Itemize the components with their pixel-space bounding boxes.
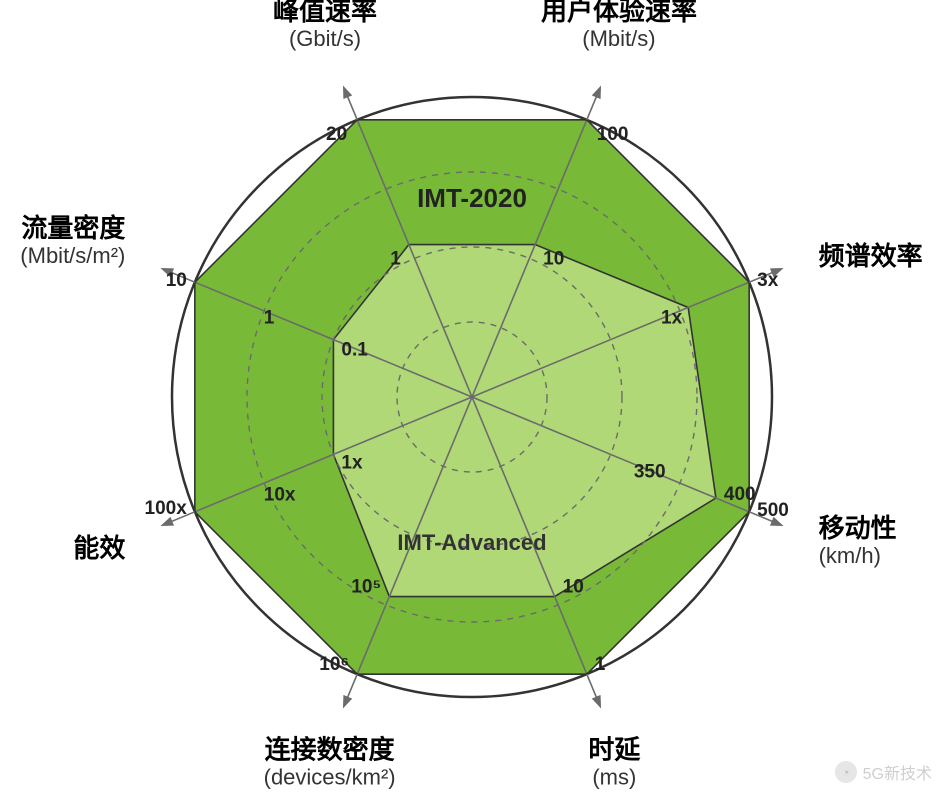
axis-title-conn_density: 连接数密度 — [265, 735, 395, 765]
tick-spectrum_eff: 3x — [757, 270, 779, 291]
axis-title-spectrum_eff: 频谱效率 — [819, 241, 923, 271]
tick-mobility: 400 — [724, 484, 756, 505]
axis-unit-user_exp_rate: (Mbit/s) — [582, 26, 655, 51]
tick-peak_rate: 20 — [326, 124, 347, 145]
axis-arrow — [344, 674, 357, 705]
tick-mobility: 500 — [757, 500, 789, 521]
series-label-IMT-2020: IMT-2020 — [417, 183, 527, 213]
axis-arrow — [344, 88, 357, 119]
axis-unit-peak_rate: (Gbit/s) — [289, 26, 361, 51]
axis-arrow — [587, 674, 600, 705]
tick-energy_eff: 10x — [264, 485, 296, 506]
axis-unit-traffic_density: (Mbit/s/m²) — [20, 243, 125, 268]
tick-user_exp_rate: 10 — [543, 249, 564, 270]
axis-arrow — [587, 88, 600, 119]
axis-title-latency: 时延 — [588, 735, 641, 765]
axis-title-energy_eff: 能效 — [73, 533, 125, 563]
tick-latency: 1 — [595, 654, 606, 675]
tick-spectrum_eff: 1x — [661, 307, 683, 328]
tick-conn_density: 10⁵ — [351, 577, 381, 598]
axis-unit-mobility: (km/h) — [819, 543, 881, 568]
tick-latency: 10 — [563, 577, 584, 598]
tick-traffic_density: 1 — [264, 307, 275, 328]
axis-title-mobility: 移动性 — [819, 513, 897, 543]
tick-peak_rate: 1 — [390, 249, 401, 270]
axis-unit-conn_density: (devices/km²) — [264, 765, 396, 790]
radar-chart: 峰值速率(Gbit/s) 用户体验速率(Mbit/s) 频谱效率移动性(km/h) 时… — [0, 0, 944, 794]
tick-conn_density: 10⁶ — [319, 654, 349, 675]
tick-user_exp_rate: 100 — [597, 124, 629, 145]
axis-unit-latency: (ms) — [592, 765, 636, 790]
axis-title-peak_rate: 峰值速率 — [273, 0, 377, 26]
tick-traffic_density: 0.1 — [341, 340, 368, 361]
axis-title-traffic_density: 流量密度 — [21, 213, 125, 243]
tick-energy_eff: 100x — [145, 498, 188, 519]
tick-traffic_density: 10 — [166, 270, 187, 291]
axis-title-user_exp_rate: 用户体验速率 — [541, 0, 697, 26]
tick-energy_eff: 1x — [341, 452, 363, 473]
tick-mobility: 350 — [634, 462, 666, 483]
series-label-IMT-Advanced: IMT-Advanced — [397, 530, 546, 555]
